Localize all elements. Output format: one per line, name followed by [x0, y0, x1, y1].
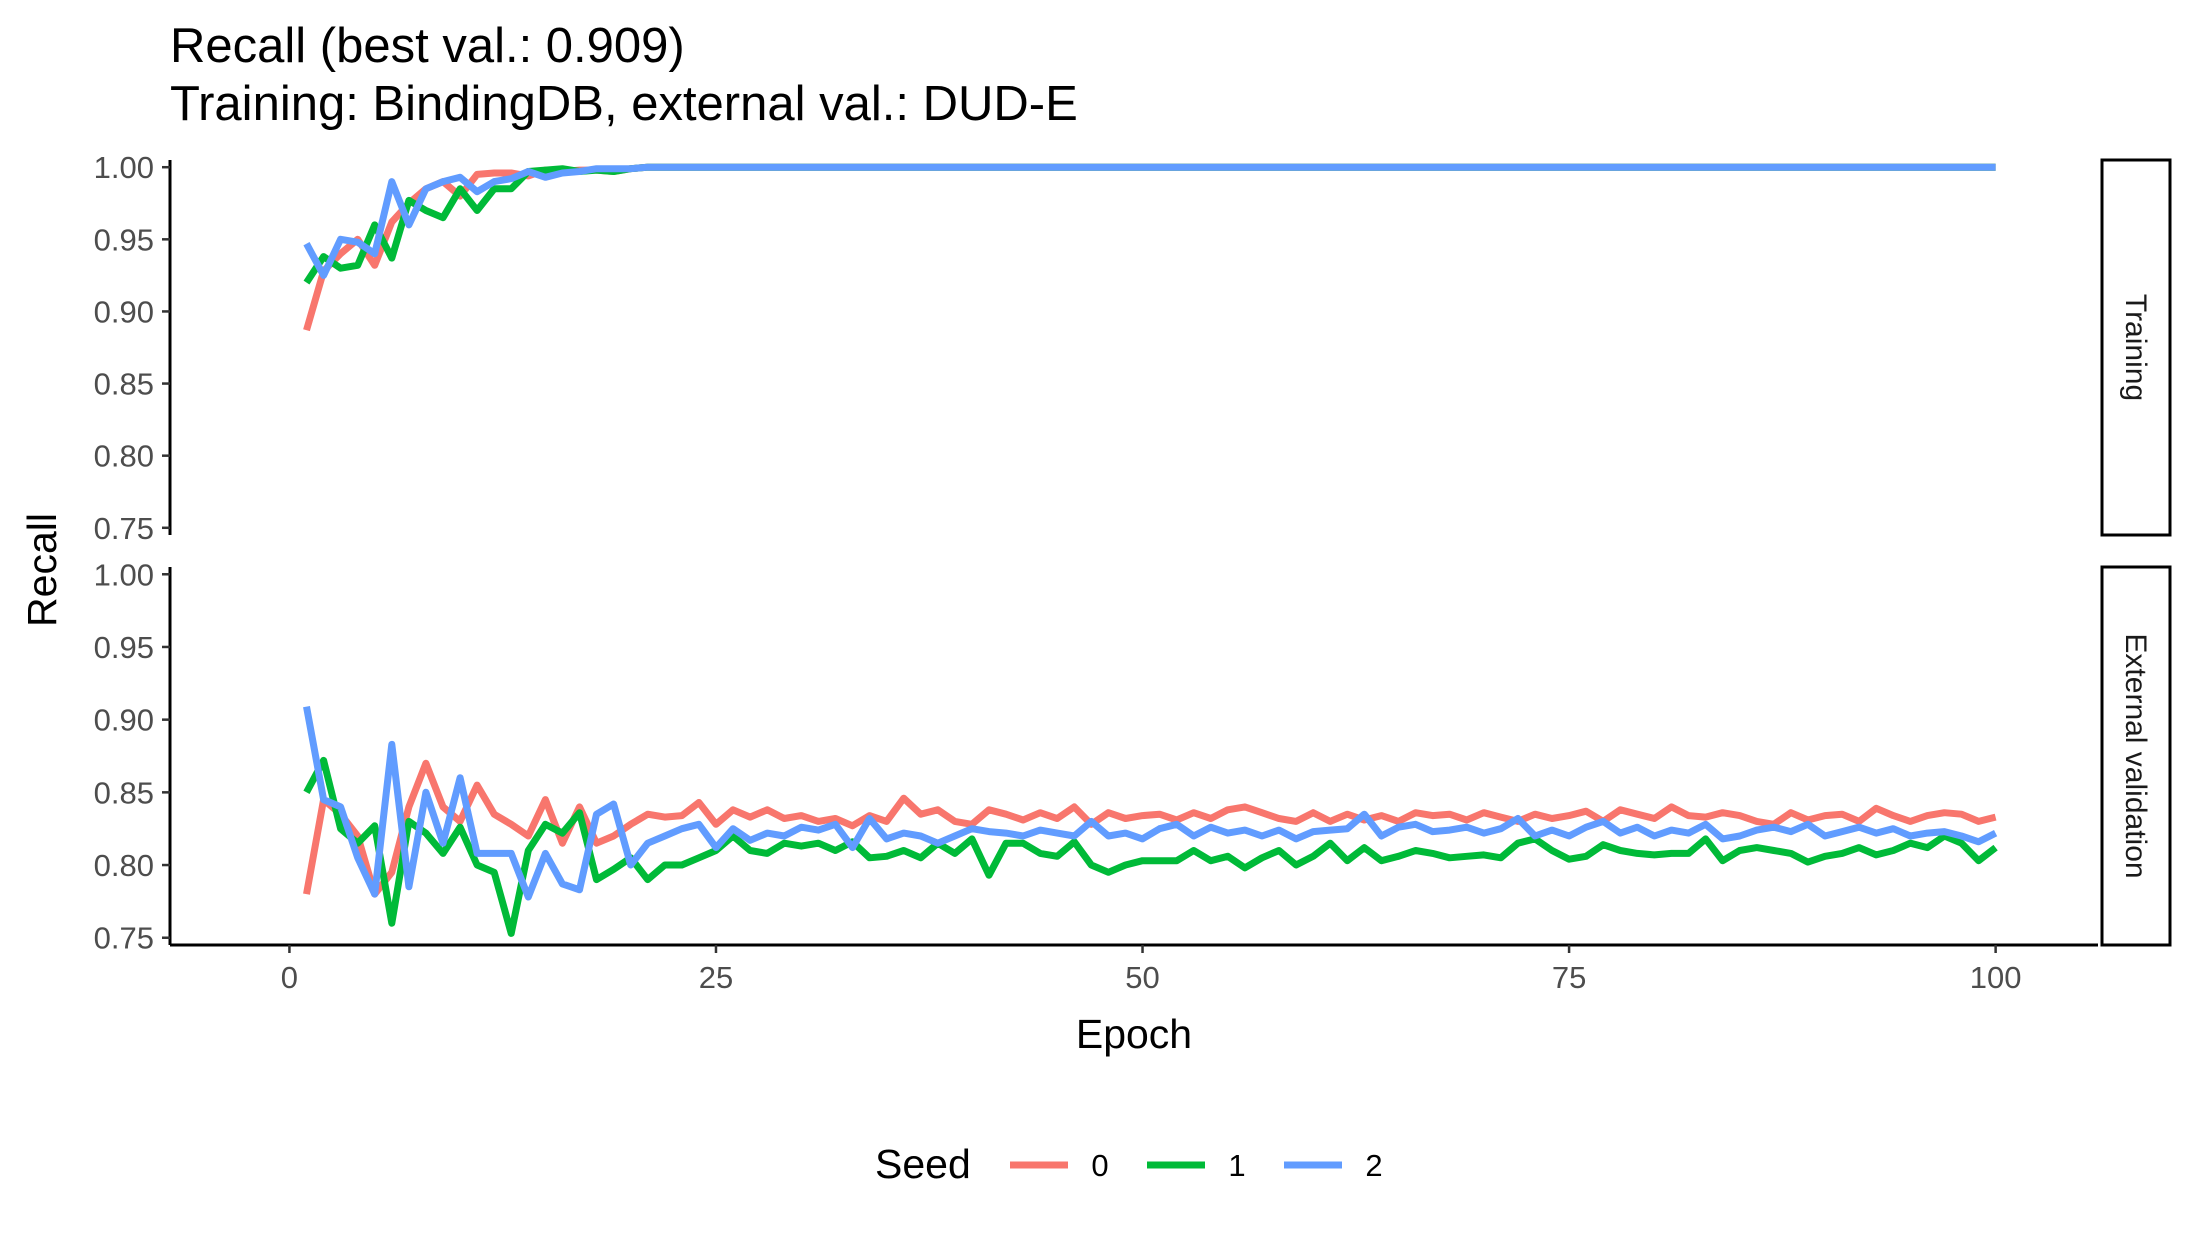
- x-axis-title: Epoch: [1076, 1011, 1192, 1057]
- panel-training: 0.75 0.80 0.85 0.90 0.95 1.00 Training: [94, 150, 2172, 546]
- y-tick-label: 0.95: [94, 630, 154, 665]
- x-tick-label: 50: [1125, 960, 1159, 995]
- x-tick-label: 75: [1552, 960, 1586, 995]
- y-tick-label: 0.75: [94, 511, 154, 546]
- chart-title: Recall (best val.: 0.909): [170, 19, 685, 73]
- facet-strip: [2100, 565, 2172, 947]
- legend-label-seed-0: 0: [1091, 1148, 1108, 1183]
- facet-strip-label: Training: [2119, 294, 2152, 401]
- y-tick-label: 0.90: [94, 294, 154, 329]
- series-line-seed-0: [303, 163, 1996, 332]
- y-tick-label: 1.00: [94, 150, 154, 185]
- y-tick-label: 0.75: [94, 921, 154, 956]
- series-line-seed-2: [303, 163, 1996, 279]
- x-tick-label: 0: [281, 960, 298, 995]
- legend-label-seed-2: 2: [1365, 1148, 1382, 1183]
- series-line-seed-2: [303, 705, 1998, 901]
- legend-label-seed-1: 1: [1228, 1148, 1245, 1183]
- x-tick-label: 25: [699, 960, 733, 995]
- y-tick-label: 1.00: [94, 557, 154, 592]
- legend: Seed 0 1 2: [875, 1141, 1383, 1187]
- y-tick-label: 0.90: [94, 703, 154, 738]
- y-tick-label: 0.85: [94, 367, 154, 402]
- y-tick-label: 0.80: [94, 848, 154, 883]
- series-line-seed-1: [303, 756, 1998, 937]
- facet-strip: [2100, 158, 2172, 537]
- legend-title: Seed: [875, 1141, 971, 1187]
- facet-panels: 0.75 0.80 0.85 0.90 0.95 1.00 Training 0.75 0.80…: [94, 150, 2172, 956]
- y-axis-title: Recall: [19, 513, 65, 627]
- series-line-seed-1: [303, 163, 1996, 285]
- x-tick-label: 100: [1970, 960, 2022, 995]
- y-tick-label: 0.95: [94, 222, 154, 257]
- x-axis: 0 25 50 75 100: [170, 943, 2098, 995]
- y-tick-label: 0.85: [94, 775, 154, 810]
- facet-strip-label: External validation: [2119, 633, 2152, 878]
- series-line-seed-0: [303, 759, 1997, 898]
- panel-external-validation: 0.75 0.80 0.85 0.90 0.95 1.00 External validat…: [94, 557, 2172, 956]
- y-tick-label: 0.80: [94, 439, 154, 474]
- chart-subtitle: Training: BindingDB, external val.: DUD-…: [170, 77, 1078, 131]
